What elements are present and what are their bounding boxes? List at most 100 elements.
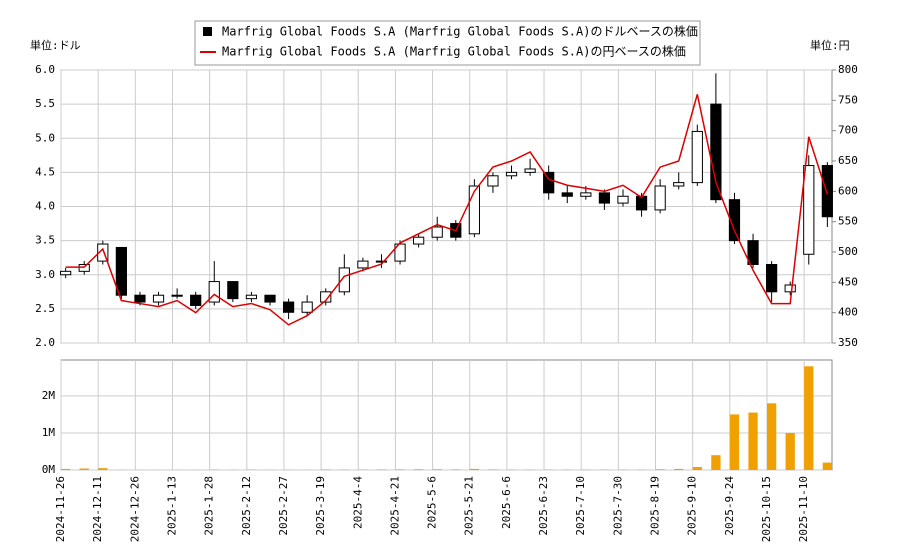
candle-body <box>282 301 295 313</box>
candle-body <box>691 130 703 184</box>
x-tick-label: 2025-3-19 <box>314 476 327 536</box>
candle-body <box>543 171 555 194</box>
y-tick-label: 2.0 <box>35 336 55 349</box>
x-tick-label: 2025-1-28 <box>203 476 216 536</box>
volume-bar <box>321 469 331 470</box>
volume-bar <box>61 468 71 470</box>
y-tick-label: 6.0 <box>35 63 55 76</box>
volume-bar <box>766 403 777 470</box>
candle-body <box>468 185 480 235</box>
candle-body <box>208 281 220 303</box>
x-tick-label: 2025-8-19 <box>649 476 662 536</box>
candle-body <box>673 182 685 187</box>
candle-body <box>654 185 666 211</box>
candle-body <box>97 243 109 262</box>
x-tick-label: 2025-7-30 <box>611 476 624 536</box>
y2-tick-label: 500 <box>838 245 858 258</box>
volume-bar <box>488 469 498 470</box>
volume-bar <box>79 468 89 470</box>
candle-body <box>580 192 592 197</box>
candle-body <box>431 226 443 238</box>
volume-bar <box>692 467 702 470</box>
candle-body <box>598 192 611 204</box>
y-tick-label: 5.5 <box>35 97 55 110</box>
y2-tick-label: 600 <box>838 184 858 197</box>
candle-body <box>301 301 313 313</box>
x-tick-label: 2025-7-10 <box>574 476 587 536</box>
x-tick-label: 2025-6-6 <box>500 476 513 529</box>
x-tick-label: 2025-2-12 <box>240 476 253 536</box>
x-tick-label: 2025-10-15 <box>760 476 773 542</box>
candle-body <box>747 240 759 266</box>
volume-bar <box>376 469 387 470</box>
volume-bar <box>395 469 405 470</box>
candle-body <box>375 260 388 263</box>
y2-axis-label: 単位:円 <box>810 38 850 52</box>
volume-bar <box>729 414 740 470</box>
x-tick-label: 2025-9-24 <box>723 476 736 536</box>
candle-body <box>487 175 499 187</box>
volume-bar <box>804 366 814 470</box>
y-tick-label: 4.0 <box>35 200 55 213</box>
plot-frame <box>60 359 833 471</box>
volume-bar <box>469 468 480 470</box>
x-tick-label: 2024-11-26 <box>54 476 67 542</box>
x-tick-label: 2025-6-23 <box>537 476 550 536</box>
y-tick-label: 2M <box>42 389 56 402</box>
y-tick-label: 4.5 <box>35 165 55 178</box>
y-tick-label: 1M <box>42 426 56 439</box>
candle-body <box>766 264 778 293</box>
x-tick-label: 2025-2-27 <box>277 476 290 536</box>
x-tick-label: 2024-12-26 <box>128 476 141 542</box>
x-tick-label: 2025-9-10 <box>686 476 699 536</box>
y2-tick-label: 350 <box>838 336 858 349</box>
y2-tick-label: 450 <box>838 275 858 288</box>
candle-body <box>710 103 722 201</box>
volume-bar <box>748 412 758 470</box>
x-tick-label: 2025-5-21 <box>463 476 476 536</box>
candle-body <box>115 246 127 296</box>
y2-tick-label: 750 <box>838 93 858 106</box>
candle-body <box>357 260 369 269</box>
candle-body <box>190 294 202 306</box>
volume-bar <box>451 469 461 470</box>
candle-body <box>227 281 239 300</box>
candle-body <box>821 165 833 218</box>
price-line <box>65 94 829 326</box>
candle-body <box>784 284 796 293</box>
volume-bar <box>711 455 721 470</box>
y2-tick-label: 550 <box>838 215 858 228</box>
y2-tick-label: 400 <box>838 306 858 319</box>
legend-label: Marfrig Global Foods S.A (Marfrig Global… <box>222 44 686 59</box>
candle-body <box>320 291 332 303</box>
x-tick-label: 2024-12-11 <box>91 476 104 542</box>
candle-body <box>78 264 90 272</box>
volume-bar <box>432 469 442 470</box>
legend-label: Marfrig Global Foods S.A (Marfrig Global… <box>222 24 698 39</box>
candle-body <box>635 195 648 211</box>
volume-bar <box>655 469 665 470</box>
volume-bar <box>413 469 424 470</box>
y-tick-label: 3.0 <box>35 268 55 281</box>
y-axis-label: 単位:ドル <box>30 38 81 52</box>
candle-body <box>524 168 536 173</box>
y-tick-label: 0M <box>42 463 56 476</box>
legend-swatch <box>203 27 212 36</box>
volume-bar <box>822 462 832 470</box>
candle-body <box>60 270 72 276</box>
volume-bar <box>98 468 108 470</box>
candle-body <box>505 171 518 177</box>
candle-body <box>617 195 629 204</box>
candle-body <box>338 267 350 293</box>
y2-tick-label: 800 <box>838 63 858 76</box>
volume-bar <box>674 468 684 470</box>
legend-box <box>194 20 701 66</box>
candle-body <box>152 294 165 303</box>
x-tick-label: 2025-5-6 <box>426 476 439 529</box>
x-tick-label: 2025-4-4 <box>351 476 364 529</box>
candle-body <box>171 294 183 297</box>
candle-body <box>245 294 258 300</box>
candle-body <box>803 165 815 255</box>
candle-body <box>413 236 425 245</box>
